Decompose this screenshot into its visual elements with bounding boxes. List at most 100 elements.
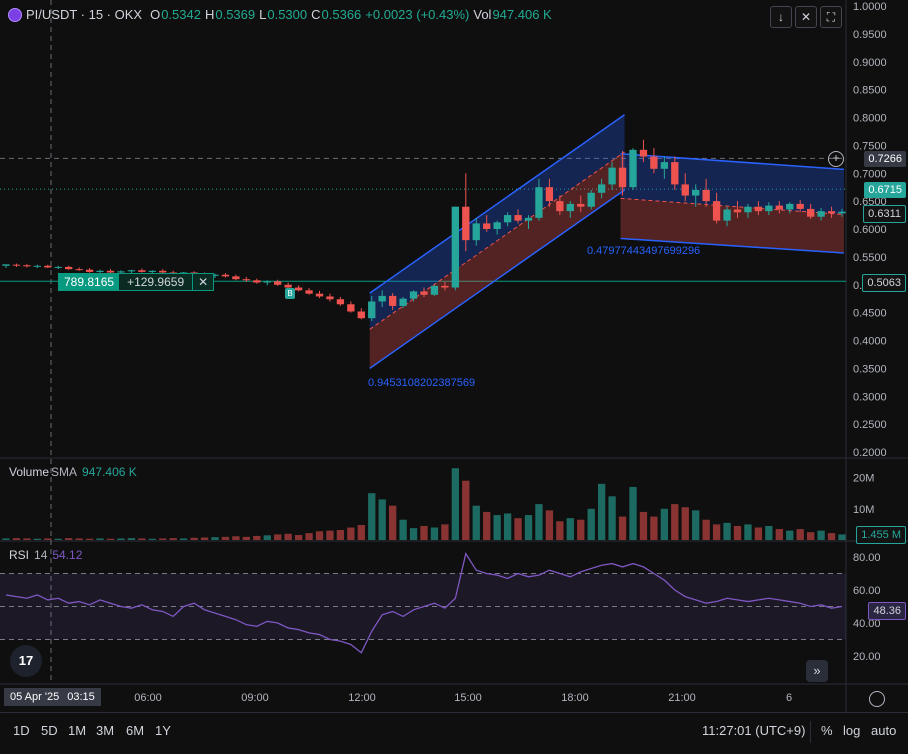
candle-body xyxy=(284,284,292,288)
candle-body xyxy=(535,187,543,218)
range-1y-button[interactable]: 1Y xyxy=(155,723,171,738)
candle-body xyxy=(587,192,595,207)
volume-axis-label: 20M xyxy=(853,473,874,485)
auto-scale-button[interactable]: auto xyxy=(871,723,897,738)
candle-body xyxy=(315,293,324,297)
position-tool[interactable]: 789.8165 +129.9659 ✕ xyxy=(58,273,215,291)
range-5d-button[interactable]: 5D xyxy=(41,723,58,738)
price-axis-label: 0.8500 xyxy=(853,85,887,97)
volume-bar xyxy=(712,524,721,540)
range-1d-button[interactable]: 1D xyxy=(13,723,30,738)
volume-bar xyxy=(263,535,271,540)
add-alert-icon[interactable]: + xyxy=(828,151,844,167)
candle-body xyxy=(378,295,386,302)
range-6m-button[interactable]: 6M xyxy=(126,723,145,738)
volume-bar xyxy=(305,533,313,540)
candle-body xyxy=(12,264,21,266)
volume-bar xyxy=(148,538,156,540)
price-axis-label: 0.2500 xyxy=(853,419,887,431)
candle-body xyxy=(430,285,439,295)
volume-price-tag: 1.455 M xyxy=(856,526,906,544)
volume-bar xyxy=(660,508,669,540)
volume-bar xyxy=(357,525,365,540)
tradingview-logo-icon[interactable]: 17 xyxy=(10,645,42,677)
candle-body xyxy=(44,265,52,268)
volume-bar xyxy=(451,468,460,540)
candle-body xyxy=(23,265,31,267)
candle-body xyxy=(650,156,658,169)
candle-body xyxy=(639,149,648,157)
candle-body xyxy=(85,269,94,272)
volume-bar xyxy=(65,538,73,540)
candle-body xyxy=(702,189,710,202)
percent-scale-button[interactable]: % xyxy=(821,723,833,738)
candle-body xyxy=(451,206,460,288)
volume-bar xyxy=(775,529,783,540)
volume-bar xyxy=(85,538,94,540)
candle-body xyxy=(232,276,240,280)
volume-bar xyxy=(23,538,31,540)
volume-bar xyxy=(127,538,136,540)
candle-body xyxy=(388,295,397,306)
volume-bar xyxy=(796,529,804,540)
volume-value: 947.406 K xyxy=(492,7,552,22)
volume-bar xyxy=(503,513,512,540)
volume-bar xyxy=(629,486,637,540)
volume-bar xyxy=(681,507,689,540)
volume-bar xyxy=(138,538,146,540)
close-icon[interactable]: ✕ xyxy=(192,274,213,290)
candle-body xyxy=(106,270,115,273)
scroll-right-icon[interactable]: » xyxy=(806,660,828,682)
channel-down-label: 0.47977443497699296 xyxy=(587,245,701,257)
chart-canvas[interactable]: 0.2000 0.2500 0.3000 0.3500 0.4000 0.4500 0.50… xyxy=(0,0,908,712)
volume-bar xyxy=(378,499,386,540)
candle-body xyxy=(326,296,334,300)
candle-body xyxy=(733,209,742,213)
bottom-toolbar: 1D 5D 1M 3M 6M 1Y 11:27:01 (UTC+9) % log… xyxy=(0,712,908,754)
log-scale-button[interactable]: log xyxy=(843,723,861,738)
volume-bar xyxy=(388,505,397,540)
clock-timezone[interactable]: 11:27:01 (UTC+9) xyxy=(702,723,806,738)
volume-bar xyxy=(326,530,334,540)
volume-bar xyxy=(806,532,815,540)
candle-body xyxy=(399,298,407,306)
candle-body xyxy=(681,184,689,196)
candle-body xyxy=(556,201,564,212)
time-axis-label: 21:00 xyxy=(668,692,696,704)
candle-body xyxy=(723,209,731,221)
candle-body xyxy=(692,189,700,196)
candle-body xyxy=(96,270,104,272)
volume-bar xyxy=(483,511,491,540)
time-axis-label: 09:00 xyxy=(241,692,269,704)
rsi-pane-label[interactable]: RSI 14 54.12 xyxy=(9,548,83,562)
collapse-icon[interactable]: ✕ xyxy=(795,6,817,28)
settings-gear-icon[interactable] xyxy=(869,691,885,707)
arrow-down-icon[interactable]: ↓ xyxy=(770,6,792,28)
volume-bar xyxy=(702,519,710,540)
volume-bar xyxy=(493,515,501,540)
candle-body xyxy=(503,215,512,223)
price-axis-label: 0.7000 xyxy=(853,168,887,180)
rsi-axis-label: 40.00 xyxy=(853,618,881,630)
volume-bar xyxy=(253,535,261,540)
candle-body xyxy=(336,299,345,305)
range-3m-button[interactable]: 3M xyxy=(96,723,115,738)
symbol-title[interactable]: PI/USDT · 15 · OKX xyxy=(26,7,143,22)
channel-down-upper-line xyxy=(620,152,845,171)
price-axis-label: 0.3000 xyxy=(853,391,887,403)
volume-bar xyxy=(587,508,595,540)
channel-down-median-line xyxy=(620,197,845,216)
volume-bar xyxy=(75,538,83,540)
candle-body xyxy=(618,167,627,188)
candle-body xyxy=(796,203,804,209)
candle-body xyxy=(472,223,480,241)
divider xyxy=(810,721,811,743)
channel-up-median-line xyxy=(369,151,625,330)
range-1m-button[interactable]: 1M xyxy=(68,723,87,738)
price-axis-label: 0.2000 xyxy=(853,447,887,459)
rsi-axis-label: 20.00 xyxy=(853,651,881,663)
volume-bar xyxy=(754,527,763,540)
fullscreen-icon[interactable]: ⛶ xyxy=(820,6,842,28)
volume-pane-label[interactable]: Volume SMA 947.406 K xyxy=(9,465,137,479)
price-axis-label: 0.4000 xyxy=(853,336,887,348)
